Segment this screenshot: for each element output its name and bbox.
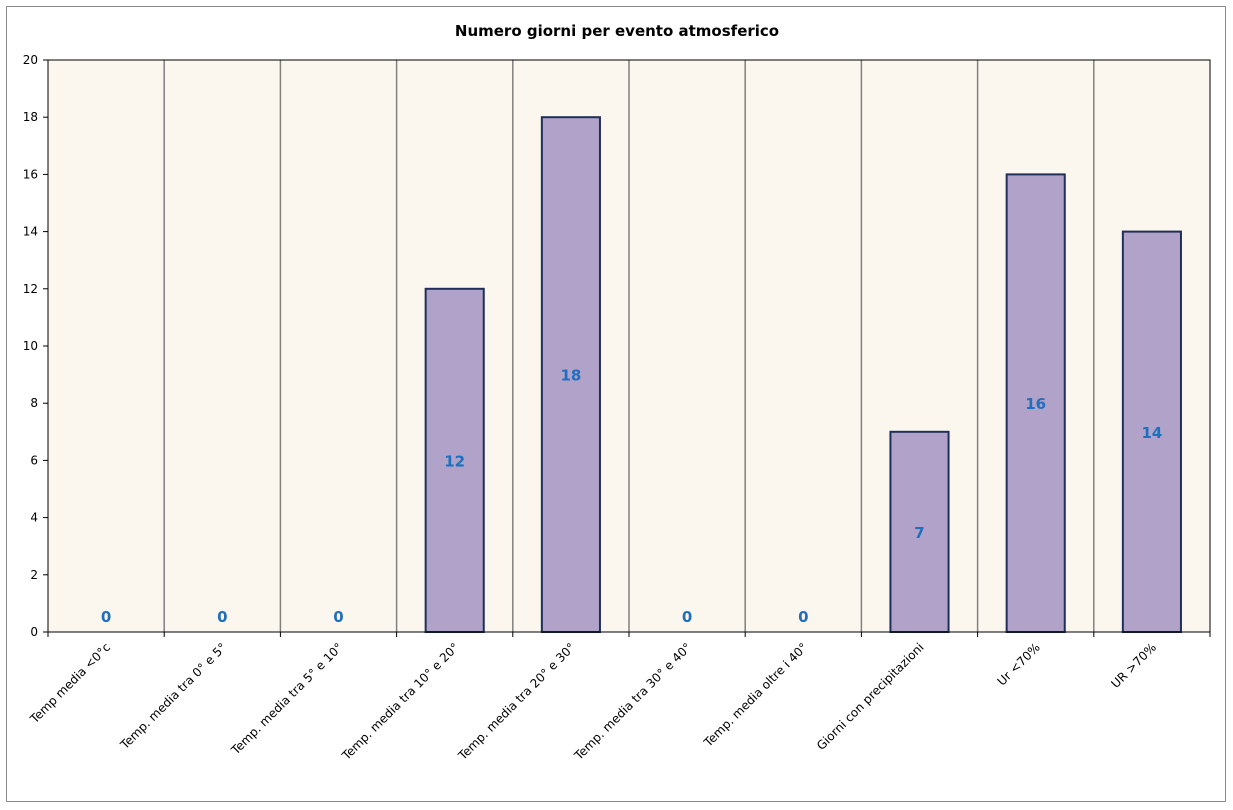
y-tick-label: 14 [23,225,38,239]
bar [889,430,950,633]
x-tick-label: Temp. media tra 0° e 5° [117,640,229,752]
data-label: 16 [1025,395,1046,413]
data-labels: 0 0 0 12 18 0 0 7 16 14 [101,367,1162,626]
data-label: 0 [333,608,343,626]
y-tick-label: 16 [23,167,38,181]
bar [540,116,601,633]
y-tick-label: 10 [23,339,38,353]
data-label: 0 [217,608,227,626]
x-tick-label: UR >70% [1108,640,1159,691]
data-label: 7 [914,524,924,542]
data-label: 0 [798,608,808,626]
x-tick-label: Giorni con precipitazioni [814,640,927,753]
x-tick-label: Temp. media tra 20° e 30° [455,640,578,763]
y-tick-label: 2 [30,568,38,582]
y-tick-label: 0 [30,625,38,639]
x-tick-label: Temp media <0°c [27,640,113,726]
x-tick-label: Temp. media tra 10° e 20° [339,640,462,763]
y-tick-label: 12 [23,282,38,296]
y-tick-label: 6 [30,453,38,467]
data-label: 12 [444,452,465,470]
y-tick-label: 4 [30,511,38,525]
data-label: 0 [101,608,111,626]
data-label: 18 [560,367,581,385]
bar [424,287,485,633]
y-tick-label: 18 [23,110,38,124]
x-tick-label: Ur <70% [995,640,1043,688]
x-tick-label: Temp. media oltre i 40° [700,640,810,750]
category-gridlines [163,60,1095,632]
chart-title: Numero giorni per evento atmosferico [455,22,779,40]
y-tick-label: 20 [23,53,38,67]
y-tick-label: 8 [30,396,38,410]
data-label: 14 [1141,424,1162,442]
x-tick-label: Temp. media tra 30° e 40° [571,640,694,763]
x-tick-label: Temp. media tra 5° e 10° [228,640,346,758]
data-label: 0 [682,608,692,626]
